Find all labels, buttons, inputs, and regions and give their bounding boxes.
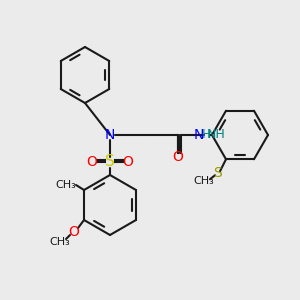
Text: CH₃: CH₃ [56, 180, 76, 190]
Text: CH₃: CH₃ [194, 176, 214, 186]
Text: O: O [172, 150, 183, 164]
Text: O: O [87, 155, 98, 169]
Text: O: O [69, 225, 80, 239]
Text: CH₃: CH₃ [50, 237, 70, 247]
Text: N: N [194, 128, 204, 142]
Text: N: N [105, 128, 115, 142]
Text: H: H [201, 128, 211, 142]
Text: NH: NH [207, 128, 226, 142]
Text: S: S [105, 154, 115, 169]
Text: S: S [214, 166, 222, 180]
Text: O: O [123, 155, 134, 169]
